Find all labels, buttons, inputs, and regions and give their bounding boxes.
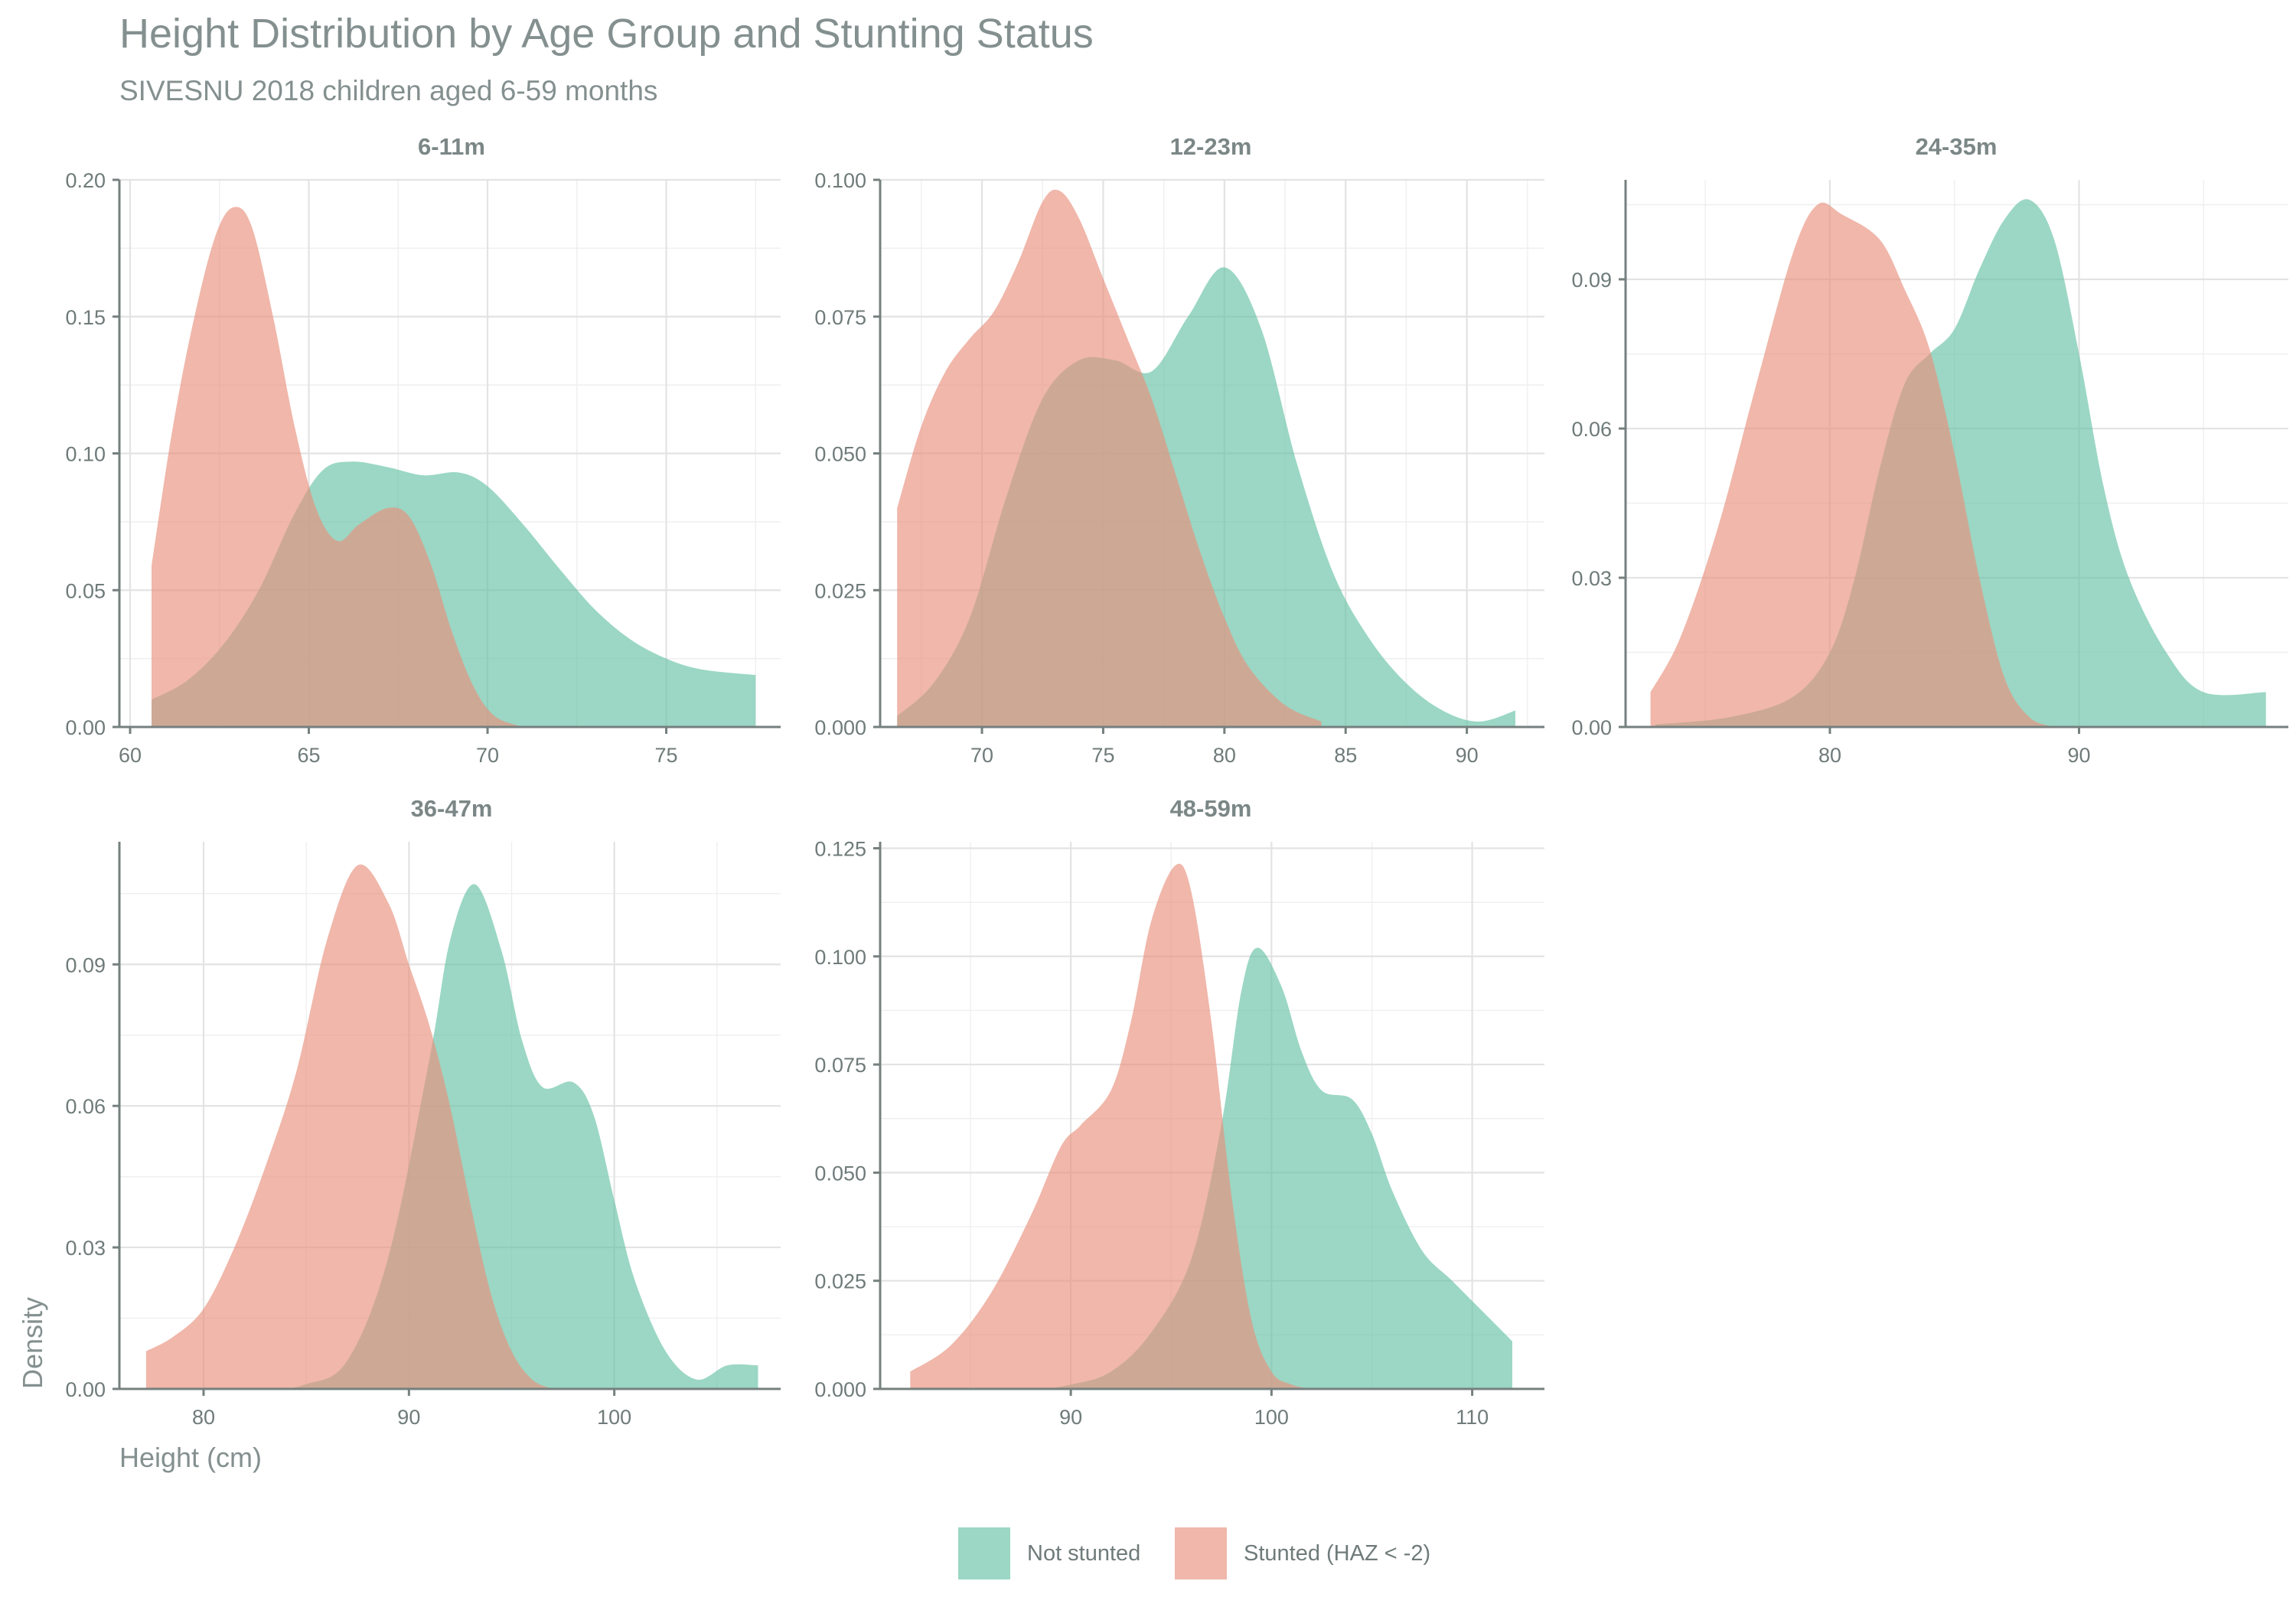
legend-swatch-stunted [1175,1527,1227,1579]
y-tick-label: 0.09 [1571,269,1612,292]
legend-swatch-not-stunted [958,1527,1010,1579]
y-tick-label: 0.00 [65,1378,106,1401]
chart-subtitle: SIVESNU 2018 children aged 6-59 months [119,75,657,106]
density-area-not-stunted [1655,199,2266,727]
x-tick-label: 85 [1334,744,1357,767]
y-tick-label: 0.000 [814,1378,866,1401]
y-tick-label: 0.03 [1571,567,1612,590]
y-tick-label: 0.000 [814,716,866,739]
y-axis-label: Density [17,1297,48,1389]
y-tick-label: 0.15 [65,306,106,329]
legend: Not stunted Stunted (HAZ < -2) [958,1527,1430,1579]
y-tick-label: 0.06 [1571,418,1612,441]
x-tick-label: 80 [192,1406,215,1429]
y-tick-label: 0.025 [814,579,866,602]
x-tick-label: 75 [655,744,678,767]
y-tick-label: 0.00 [1571,716,1612,739]
x-tick-label: 60 [119,744,142,767]
facet-label: 48-59m [1170,795,1252,822]
panel-48-59m: 90 100 110 0.000 0.025 0.050 0.075 0.100 0.125 48… [814,795,1544,1429]
x-tick-label: 90 [397,1406,420,1429]
y-tick-label: 0.100 [814,946,866,969]
y-tick-label: 0.075 [814,1054,866,1077]
panel-12-23m: 70 75 80 85 90 0.000 0.025 0.050 0.075 0.100 12-23… [814,133,1544,767]
x-tick-label: 100 [1254,1406,1289,1429]
chart-title: Height Distribution by Age Group and Stu… [119,11,1094,57]
x-tick-label: 100 [597,1406,631,1429]
x-tick-label: 65 [298,744,321,767]
facet-label: 12-23m [1170,133,1252,160]
density-area-stunted [145,864,553,1389]
density-area-not-stunted [910,947,1512,1390]
x-tick-label: 80 [1818,744,1841,767]
y-tick-label: 0.050 [814,443,866,466]
y-tick-label: 0.05 [65,579,106,602]
x-tick-label: 90 [1059,1406,1082,1429]
density-area-stunted [910,863,1312,1389]
facet-label: 6-11m [418,133,485,160]
y-tick-label: 0.075 [814,306,866,329]
legend-label-not-stunted: Not stunted [1027,1541,1140,1566]
x-tick-label: 70 [476,744,499,767]
density-area-stunted [1650,202,2054,727]
y-tick-label: 0.00 [65,716,106,739]
y-tick-label: 0.025 [814,1270,866,1293]
legend-label-stunted: Stunted (HAZ < -2) [1244,1541,1430,1566]
y-tick-label: 0.125 [814,837,866,860]
density-area-stunted [897,189,1322,727]
x-tick-label: 90 [1456,744,1479,767]
x-tick-label: 70 [970,744,993,767]
y-tick-label: 0.10 [65,443,106,466]
facet-label: 36-47m [411,795,493,822]
x-tick-label: 80 [1213,744,1236,767]
x-tick-label: 90 [2068,744,2091,767]
panel-6-11m: 60 65 70 75 0.00 0.05 0.10 0.15 0.20 6-11m [65,133,781,767]
y-tick-label: 0.09 [65,953,106,976]
y-tick-label: 0.100 [814,169,866,192]
y-tick-label: 0.050 [814,1162,866,1185]
panel-36-47m: 80 90 100 0.00 0.03 0.06 0.09 36-47m [65,795,781,1429]
x-tick-label: 75 [1091,744,1114,767]
facet-label: 24-35m [1916,133,1998,160]
y-tick-label: 0.06 [65,1095,106,1118]
x-axis-label: Height (cm) [119,1442,262,1473]
density-area-stunted [152,207,523,728]
x-tick-label: 110 [1456,1406,1489,1429]
y-tick-label: 0.03 [65,1237,106,1260]
y-tick-label: 0.20 [65,169,106,192]
panel-24-35m: 80 90 0.00 0.03 0.06 0.09 24-35m [1571,133,2288,767]
